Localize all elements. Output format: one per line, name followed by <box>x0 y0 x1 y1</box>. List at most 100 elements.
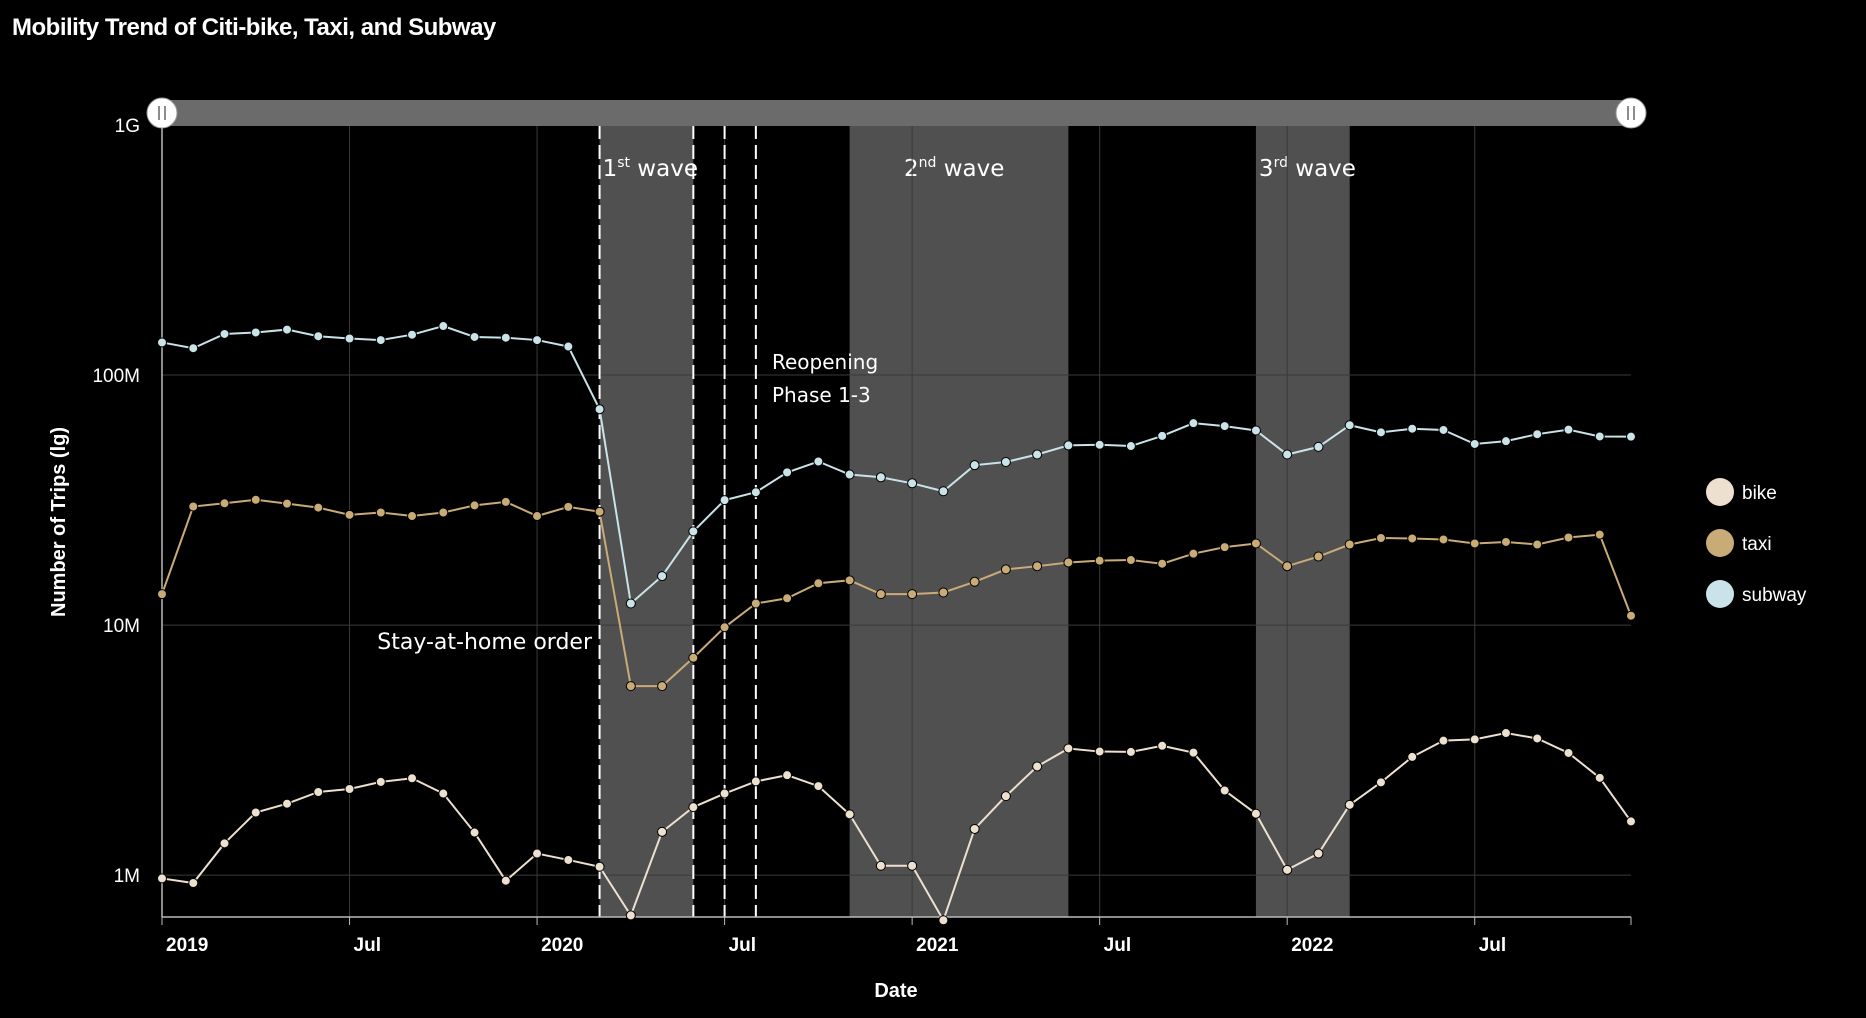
annotations: Stay-at-home order Reopening Phase 1-3 <box>377 350 878 655</box>
slider-handle-right[interactable] <box>1615 97 1647 129</box>
taxi-point <box>1188 548 1199 559</box>
bike-point <box>469 827 480 838</box>
subway-point <box>375 335 386 346</box>
taxi-point <box>1157 558 1168 569</box>
wave-band <box>1255 125 1350 917</box>
wave-label-ordinal: st <box>617 155 630 171</box>
bike-line <box>161 732 1632 923</box>
wave-bands: 1st wave 2nd wave 3rd wave <box>599 125 1356 917</box>
wave-label-number: 1 <box>603 156 618 182</box>
bike-point <box>625 910 636 921</box>
bike-point <box>907 860 918 871</box>
bike-point <box>1032 761 1043 772</box>
taxi-point <box>407 511 418 522</box>
bike-point <box>844 809 855 820</box>
taxi-point <box>1469 538 1480 549</box>
subway-point <box>313 331 324 342</box>
taxi-point <box>750 598 761 609</box>
taxi-point <box>1094 555 1105 566</box>
bike-point <box>563 854 574 865</box>
subway-point <box>1438 424 1449 435</box>
series-lines <box>161 325 1632 923</box>
subway-point <box>813 456 824 467</box>
bike-point <box>375 776 386 787</box>
bike-point <box>438 788 449 799</box>
taxi-point <box>1532 539 1543 550</box>
bike-point <box>219 838 230 849</box>
series-points <box>157 321 1636 926</box>
subway-point <box>782 467 793 478</box>
taxi-point <box>1438 534 1449 545</box>
taxi-point <box>469 500 480 511</box>
bike-point <box>1500 728 1511 739</box>
taxi-point <box>188 501 199 512</box>
subway-point <box>500 332 511 343</box>
taxi-point <box>438 507 449 518</box>
taxi-point <box>688 652 699 663</box>
legend-item-bike[interactable]: bike <box>1706 478 1777 506</box>
subway-point <box>1313 441 1324 452</box>
bike-point <box>688 802 699 813</box>
chart-title: Mobility Trend of Citi-bike, Taxi, and S… <box>12 14 496 41</box>
bike-point <box>313 786 324 797</box>
bike-point <box>1344 799 1355 810</box>
subway-point <box>1407 423 1418 434</box>
taxi-point <box>157 589 167 600</box>
subway-point <box>1125 441 1136 452</box>
x-tick-label: 2022 <box>1291 935 1333 956</box>
subway-point <box>1626 431 1636 442</box>
x-tick-label: Jul <box>729 935 756 956</box>
bike-point <box>1626 816 1636 827</box>
subway-point <box>469 331 480 342</box>
taxi-point <box>1500 536 1511 547</box>
subway-point <box>594 404 605 415</box>
subway-point <box>1532 429 1543 440</box>
bike-point <box>1094 746 1105 757</box>
slider-handle-knob <box>146 97 178 129</box>
x-tick-label: Jul <box>354 935 381 956</box>
subway-point <box>1063 440 1074 451</box>
taxi-point <box>657 681 668 692</box>
bike-point <box>1188 747 1199 758</box>
bike-point <box>1125 746 1136 757</box>
slider-handle-knob <box>1615 97 1647 129</box>
range-slider[interactable] <box>146 97 1647 129</box>
subway-point <box>719 495 730 506</box>
taxi-point <box>282 498 293 509</box>
subway-point <box>1282 449 1293 460</box>
taxi-point <box>344 509 355 520</box>
subway-point <box>1000 456 1011 467</box>
subway-point <box>750 487 761 498</box>
bike-point <box>500 875 511 886</box>
bike-point <box>344 784 355 795</box>
x-tick-label: 2019 <box>166 935 208 956</box>
subway-line <box>161 325 1632 606</box>
stay-at-home-label: Stay-at-home order <box>377 630 593 655</box>
bike-point <box>1282 864 1293 875</box>
x-tick-label: Jul <box>1104 935 1131 956</box>
taxi-point <box>1563 532 1574 543</box>
subway-point <box>844 469 855 480</box>
subway-point <box>907 478 918 489</box>
taxi-point <box>1282 561 1293 572</box>
bike-point <box>188 878 199 889</box>
taxi-point <box>1344 539 1355 550</box>
legend-item-subway[interactable]: subway <box>1706 580 1807 608</box>
taxi-point <box>500 496 511 507</box>
subway-point <box>1219 421 1230 432</box>
subway-point <box>1094 439 1105 450</box>
x-tick-label: 2020 <box>541 935 583 956</box>
subway-point <box>1250 425 1261 436</box>
bike-point <box>1407 751 1418 762</box>
taxi-point <box>813 578 824 589</box>
subway-point <box>1469 438 1480 449</box>
bike-point <box>1438 735 1449 746</box>
bike-point <box>1375 777 1386 788</box>
wave-label: 3rd wave <box>1259 155 1356 182</box>
taxi-point <box>907 589 918 600</box>
legend-item-taxi[interactable]: taxi <box>1706 529 1772 557</box>
wave-label-number: 3 <box>1259 156 1274 182</box>
subway-point <box>344 333 355 344</box>
bike-point <box>1219 785 1230 796</box>
slider-handle-left[interactable] <box>146 97 178 129</box>
